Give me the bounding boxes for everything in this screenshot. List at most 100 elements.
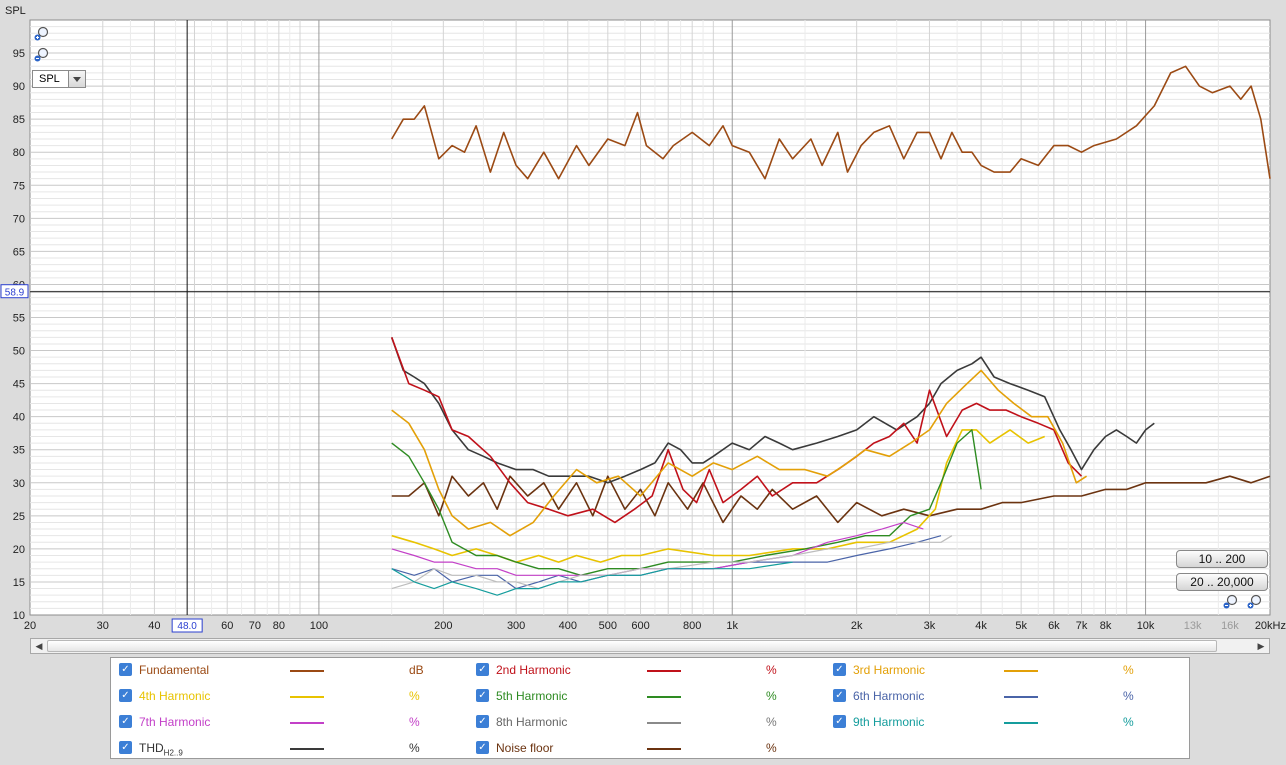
x-tick-label: 40	[148, 620, 160, 632]
series-noise-floor	[391, 475, 1271, 524]
x-tick-label: 400	[559, 620, 577, 632]
checkbox-checked-icon[interactable]: ✓	[833, 663, 846, 676]
legend-unit: %	[1123, 689, 1134, 703]
legend-label: 9th Harmonic	[853, 715, 925, 729]
checkbox-checked-icon[interactable]: ✓	[476, 689, 489, 702]
legend-swatch	[647, 722, 681, 724]
zoom-in-icon[interactable]	[34, 26, 50, 42]
x-tick-label: 6k	[1048, 620, 1060, 632]
cursor-freq-label: 48.0	[177, 621, 197, 632]
series-fundamental	[391, 65, 1271, 180]
spl-dropdown[interactable]: SPL	[32, 70, 86, 88]
checkbox-checked-icon[interactable]: ✓	[119, 741, 132, 754]
y-tick-label: 20	[13, 544, 25, 556]
legend-swatch	[290, 748, 324, 750]
y-tick-label: 45	[13, 379, 25, 391]
legend-unit: %	[409, 689, 420, 703]
y-tick-label: 90	[13, 81, 25, 93]
series-5th-harmonic	[391, 429, 982, 576]
legend-label: Noise floor	[496, 741, 554, 755]
scroll-right-icon[interactable]: ▶	[1257, 641, 1265, 651]
legend-label: THDH2..9	[139, 741, 183, 757]
legend-label: 8th Harmonic	[496, 715, 568, 729]
legend-swatch	[647, 670, 681, 672]
legend-swatch	[290, 722, 324, 724]
cursor	[30, 20, 1270, 615]
y-tick-label: 85	[13, 114, 25, 126]
x-tick-label: 70	[249, 620, 261, 632]
checkbox-checked-icon[interactable]: ✓	[833, 689, 846, 702]
y-tick-label: 65	[13, 246, 25, 258]
series-3rd-harmonic	[391, 369, 1088, 537]
y-tick-label: 30	[13, 478, 25, 490]
legend-swatch	[290, 670, 324, 672]
horizontal-scrollbar[interactable]: ◀ ▶	[30, 638, 1270, 654]
y-tick-label: 35	[13, 445, 25, 457]
y-tick-label: 25	[13, 511, 25, 523]
y-tick-label: 40	[13, 412, 25, 424]
legend-label: Fundamental	[139, 663, 210, 677]
cursor-spl-label: 58.9	[5, 288, 25, 299]
x-tick-label: 600	[631, 620, 649, 632]
legend-swatch	[1004, 722, 1038, 724]
legend-swatch	[1004, 696, 1038, 698]
x-tick-label: 60	[221, 620, 233, 632]
legend-unit: %	[409, 715, 420, 729]
x-tick-label: 2k	[851, 620, 863, 632]
grid	[30, 20, 1270, 615]
legend-unit: %	[1123, 663, 1134, 677]
legend-swatch	[1004, 670, 1038, 672]
checkbox-checked-icon[interactable]: ✓	[476, 715, 489, 728]
x-tick-label: 300	[507, 620, 525, 632]
checkbox-checked-icon[interactable]: ✓	[119, 715, 132, 728]
series-9th-harmonic	[391, 561, 793, 596]
y-tick-label: 80	[13, 147, 25, 159]
legend-label: 6th Harmonic	[853, 689, 925, 703]
y-tick-label: 95	[13, 48, 25, 60]
x-zoom-in-icon[interactable]	[1247, 594, 1263, 610]
series-4th-harmonic	[391, 429, 1045, 563]
legend-unit: %	[409, 741, 420, 755]
y-tick-label: 10	[13, 610, 25, 622]
legend-label: 4th Harmonic	[139, 689, 211, 703]
range-20-20000-button[interactable]: 20 .. 20,000	[1176, 573, 1268, 591]
zoom-out-icon[interactable]	[34, 47, 50, 63]
y-tick-label: 75	[13, 180, 25, 192]
scroll-thumb[interactable]	[47, 640, 1217, 652]
legend-swatch	[647, 696, 681, 698]
scroll-left-icon[interactable]: ◀	[35, 641, 43, 651]
legend-unit: %	[766, 715, 777, 729]
y-tick-label: 15	[13, 577, 25, 589]
x-tick-label: 4k	[975, 620, 987, 632]
checkbox-checked-icon[interactable]: ✓	[476, 663, 489, 676]
legend-swatch	[647, 748, 681, 750]
legend-unit: %	[766, 689, 777, 703]
legend-label-main: THD	[139, 741, 164, 755]
legend-label: 3rd Harmonic	[853, 663, 926, 677]
x-tick-label: 1k	[726, 620, 738, 632]
x-tick-label: 20	[24, 620, 36, 632]
x-zoom-out-icon[interactable]	[1223, 594, 1239, 610]
y-axis-title: SPL	[5, 5, 26, 17]
series-2nd-harmonic	[390, 337, 1083, 524]
y-tick-label: 70	[13, 213, 25, 225]
spl-chart[interactable]: 95 90 85 80 75 70 65 60 55 50 45 40 35 30 25 20 15 10 58.9…	[0, 0, 1286, 660]
x-tick-label: 3k	[924, 620, 936, 632]
x-tick-label: 30	[97, 620, 109, 632]
spl-dropdown-value: SPL	[39, 73, 60, 85]
legend-panel: ✓ Fundamental dB ✓ 2nd Harmonic % ✓ 3rd …	[110, 657, 1190, 759]
legend-label: 7th Harmonic	[139, 715, 211, 729]
cursor-spl-box	[0, 284, 29, 299]
chevron-down-icon[interactable]	[68, 71, 85, 87]
checkbox-checked-icon[interactable]: ✓	[476, 741, 489, 754]
x-tick-label: 80	[273, 620, 285, 632]
range-10-200-button[interactable]: 10 .. 200	[1176, 550, 1268, 568]
legend-swatch	[290, 696, 324, 698]
checkbox-checked-icon[interactable]: ✓	[833, 715, 846, 728]
x-tick-label: 800	[683, 620, 701, 632]
checkbox-checked-icon[interactable]: ✓	[119, 663, 132, 676]
checkbox-checked-icon[interactable]: ✓	[119, 689, 132, 702]
legend-unit: %	[1123, 715, 1134, 729]
cursor-freq-box	[171, 618, 203, 633]
series-8th-harmonic	[391, 535, 953, 590]
